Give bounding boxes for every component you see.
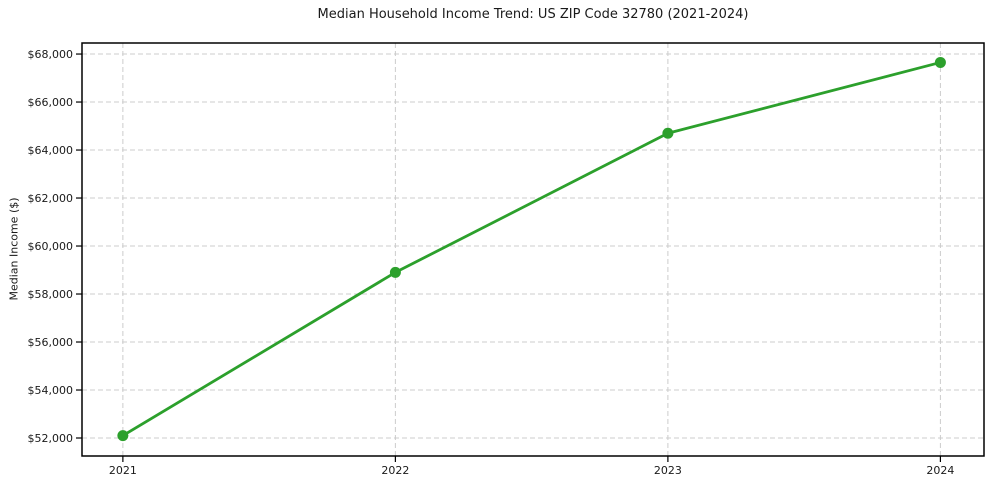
x-tick-label: 2021: [109, 464, 137, 477]
x-tick-label: 2023: [654, 464, 682, 477]
x-tick-label: 2022: [381, 464, 409, 477]
y-tick-label: $60,000: [28, 240, 74, 253]
y-tick-label: $56,000: [28, 336, 74, 349]
chart-title: Median Household Income Trend: US ZIP Co…: [317, 7, 749, 22]
data-point-2023: [662, 127, 674, 139]
y-tick-label: $66,000: [28, 96, 74, 109]
y-tick-label: $68,000: [28, 48, 74, 61]
trend-line: [121, 61, 942, 438]
y-tick-label: $52,000: [28, 432, 74, 445]
plot-border: [81, 42, 985, 457]
x-tick-label: 2024: [926, 464, 954, 477]
y-tick-label: $64,000: [28, 144, 74, 157]
data-point-2022: [389, 266, 401, 278]
y-tick-label: $58,000: [28, 288, 74, 301]
data-point-2024: [934, 56, 946, 68]
y-tick-label: $62,000: [28, 192, 74, 205]
y-tick-label: $54,000: [28, 384, 74, 397]
data-point-2021: [117, 430, 129, 442]
